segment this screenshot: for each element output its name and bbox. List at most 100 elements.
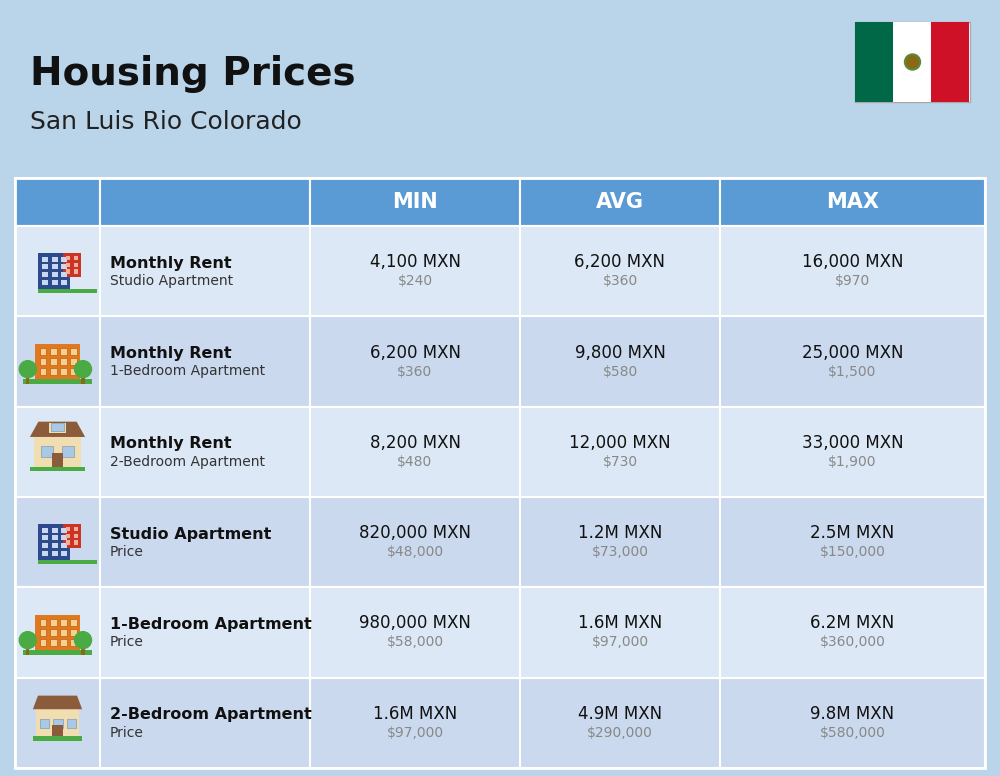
Bar <box>50 619 57 625</box>
Text: $360: $360 <box>397 365 433 379</box>
Bar <box>74 262 78 267</box>
Bar <box>15 178 100 226</box>
Bar <box>52 453 63 466</box>
Text: $73,000: $73,000 <box>592 546 648 559</box>
Bar <box>61 257 67 262</box>
Bar <box>61 528 67 533</box>
Bar <box>66 534 70 538</box>
Text: 2.5M MXN: 2.5M MXN <box>810 524 895 542</box>
Circle shape <box>19 361 36 378</box>
Bar <box>50 358 57 365</box>
Bar <box>52 279 58 285</box>
Bar <box>52 543 58 548</box>
Circle shape <box>904 54 920 70</box>
Text: Studio Apartment: Studio Apartment <box>110 274 233 288</box>
Text: 12,000 MXN: 12,000 MXN <box>569 434 671 452</box>
Bar <box>100 178 310 226</box>
Text: $730: $730 <box>602 455 638 469</box>
Bar <box>70 348 77 355</box>
Text: $360: $360 <box>602 274 638 288</box>
Bar <box>50 629 57 636</box>
Bar <box>15 178 985 768</box>
Bar <box>15 407 985 497</box>
Circle shape <box>74 361 92 378</box>
Text: $580: $580 <box>602 365 638 379</box>
Bar <box>70 639 77 646</box>
Text: 9,800 MXN: 9,800 MXN <box>575 344 665 362</box>
Bar <box>23 379 92 383</box>
Bar <box>74 534 78 538</box>
Bar <box>61 535 67 540</box>
Bar <box>62 446 74 456</box>
Bar <box>855 22 893 102</box>
Bar <box>52 528 58 533</box>
Bar <box>51 424 64 431</box>
Bar <box>74 269 78 274</box>
Bar <box>36 709 79 736</box>
Bar <box>52 725 63 736</box>
Bar <box>42 528 48 533</box>
Bar <box>60 348 67 355</box>
Bar <box>61 551 67 556</box>
Bar <box>53 719 63 728</box>
Bar <box>720 178 985 226</box>
Text: 6,200 MXN: 6,200 MXN <box>574 253 666 271</box>
Bar <box>70 358 77 365</box>
Bar <box>74 540 78 545</box>
Text: 4,100 MXN: 4,100 MXN <box>370 253 460 271</box>
Text: $97,000: $97,000 <box>386 726 444 740</box>
Bar <box>66 262 70 267</box>
Bar <box>60 629 67 636</box>
Text: $1,900: $1,900 <box>828 455 877 469</box>
Text: $240: $240 <box>397 274 433 288</box>
Text: $480: $480 <box>397 455 433 469</box>
Bar <box>61 265 67 269</box>
Text: 6,200 MXN: 6,200 MXN <box>370 344 460 362</box>
Text: $580,000: $580,000 <box>820 726 885 740</box>
Bar <box>42 265 48 269</box>
Bar <box>40 348 46 355</box>
Bar <box>931 22 969 102</box>
Text: 9.8M MXN: 9.8M MXN <box>810 705 895 722</box>
Bar <box>38 560 97 564</box>
Bar <box>66 527 70 531</box>
Bar <box>61 279 67 285</box>
Bar <box>60 369 67 375</box>
Bar <box>52 257 58 262</box>
Bar <box>42 272 48 277</box>
Bar <box>30 466 85 471</box>
Bar <box>74 527 78 531</box>
Text: Housing Prices: Housing Prices <box>30 55 356 93</box>
Text: 16,000 MXN: 16,000 MXN <box>802 253 903 271</box>
Bar <box>38 253 70 289</box>
Text: 33,000 MXN: 33,000 MXN <box>802 434 903 452</box>
Bar <box>40 639 46 646</box>
Text: $48,000: $48,000 <box>386 546 444 559</box>
Bar <box>42 543 48 548</box>
Bar <box>70 619 77 625</box>
Text: 8,200 MXN: 8,200 MXN <box>370 434 460 452</box>
Bar <box>40 629 46 636</box>
Text: 2-Bedroom Apartment: 2-Bedroom Apartment <box>110 708 312 722</box>
Bar <box>60 639 67 646</box>
Bar <box>50 639 57 646</box>
Bar <box>41 446 53 456</box>
Text: Monthly Rent: Monthly Rent <box>110 346 232 361</box>
Bar <box>52 272 58 277</box>
Text: MIN: MIN <box>392 192 438 212</box>
Bar <box>49 422 66 433</box>
Bar <box>63 525 81 548</box>
Circle shape <box>19 632 36 649</box>
Text: 2-Bedroom Apartment: 2-Bedroom Apartment <box>110 455 265 469</box>
Bar <box>35 344 80 379</box>
Bar <box>855 22 970 102</box>
Text: 6.2M MXN: 6.2M MXN <box>810 615 895 632</box>
Text: $970: $970 <box>835 274 870 288</box>
Text: $290,000: $290,000 <box>587 726 653 740</box>
Text: 1.2M MXN: 1.2M MXN <box>578 524 662 542</box>
Bar <box>33 736 82 740</box>
Bar <box>34 437 81 466</box>
Text: $97,000: $97,000 <box>591 636 649 650</box>
Bar <box>42 279 48 285</box>
Bar <box>70 629 77 636</box>
